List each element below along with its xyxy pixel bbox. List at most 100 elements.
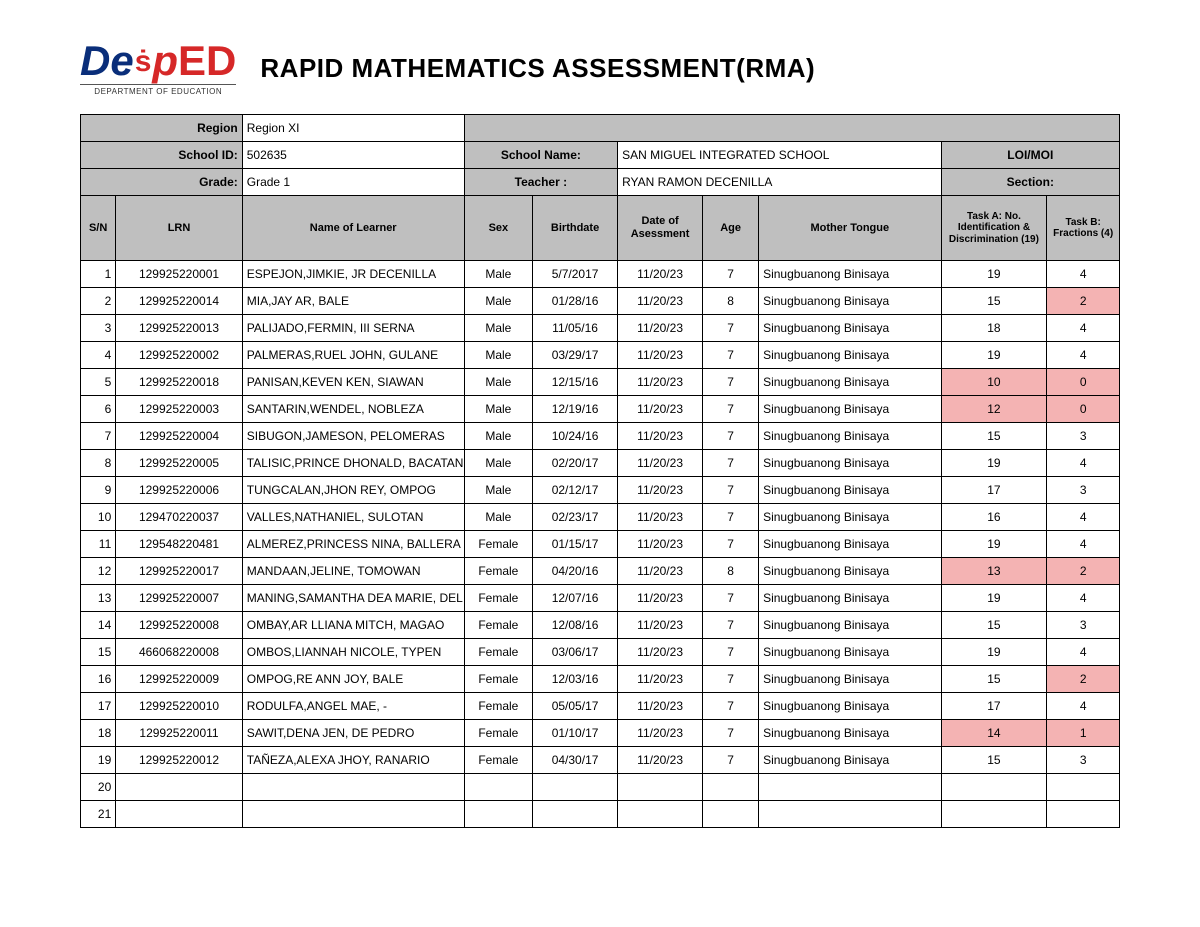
col-age: Age <box>703 196 759 261</box>
cell-sn: 14 <box>81 612 116 639</box>
region-value: Region XI <box>242 115 464 142</box>
cell-doa: 11/20/23 <box>618 531 703 558</box>
cell-age: 7 <box>703 747 759 774</box>
cell-lrn: 129925220010 <box>116 693 243 720</box>
section-label: Section: <box>941 169 1119 196</box>
cell-bd: 01/10/17 <box>533 720 618 747</box>
table-row: 3129925220013PALIJADO,FERMIN, III SERNAM… <box>81 315 1120 342</box>
cell-sex: Male <box>464 396 532 423</box>
cell-sex: Male <box>464 423 532 450</box>
cell-a: 19 <box>941 261 1047 288</box>
cell-lrn: 129925220017 <box>116 558 243 585</box>
cell-lrn: 129925220011 <box>116 720 243 747</box>
cell-age: 7 <box>703 693 759 720</box>
cell-a: 15 <box>941 666 1047 693</box>
cell-bd: 01/28/16 <box>533 288 618 315</box>
cell-lrn: 129925220005 <box>116 450 243 477</box>
table-row: 9129925220006TUNGCALAN,JHON REY, OMPOGMa… <box>81 477 1120 504</box>
col-sn: S/N <box>81 196 116 261</box>
cell-age: 7 <box>703 504 759 531</box>
cell-name: TAÑEZA,ALEXA JHOY, RANARIO <box>242 747 464 774</box>
logo-subtext: DEPARTMENT OF EDUCATION <box>80 84 236 96</box>
col-doa: Date of Asessment <box>618 196 703 261</box>
cell-sex: Male <box>464 288 532 315</box>
table-row: 12129925220017MANDAAN,JELINE, TOMOWANFem… <box>81 558 1120 585</box>
cell-bd <box>533 801 618 828</box>
cell-doa: 11/20/23 <box>618 477 703 504</box>
cell-lrn <box>116 774 243 801</box>
cell-lrn: 129925220003 <box>116 396 243 423</box>
cell-sn: 8 <box>81 450 116 477</box>
schoolid-value: 502635 <box>242 142 464 169</box>
table-row: 18129925220011SAWIT,DENA JEN, DE PEDROFe… <box>81 720 1120 747</box>
cell-lrn: 129548220481 <box>116 531 243 558</box>
cell-b: 4 <box>1047 261 1120 288</box>
cell-mt: Sinugbuanong Binisaya <box>759 693 941 720</box>
col-sex: Sex <box>464 196 532 261</box>
page-title: RAPID MATHEMATICS ASSESSMENT(RMA) <box>260 53 815 84</box>
table-row: 4129925220002PALMERAS,RUEL JOHN, GULANEM… <box>81 342 1120 369</box>
col-task-a: Task A: No. Identification & Discriminat… <box>941 196 1047 261</box>
cell-name: ESPEJON,JIMKIE, JR DECENILLA <box>242 261 464 288</box>
table-row: 16129925220009OMPOG,RE ANN JOY, BALEFema… <box>81 666 1120 693</box>
cell-sex: Female <box>464 531 532 558</box>
cell-a: 16 <box>941 504 1047 531</box>
cell-b: 4 <box>1047 504 1120 531</box>
cell-lrn: 129925220004 <box>116 423 243 450</box>
grade-value: Grade 1 <box>242 169 464 196</box>
cell-mt: Sinugbuanong Binisaya <box>759 396 941 423</box>
cell-sn: 11 <box>81 531 116 558</box>
table-row: 17129925220010RODULFA,ANGEL MAE, -Female… <box>81 693 1120 720</box>
cell-name: MANING,SAMANTHA DEA MARIE, DEL <box>242 585 464 612</box>
table-row: 20 <box>81 774 1120 801</box>
cell-bd: 10/24/16 <box>533 423 618 450</box>
cell-lrn: 129925220012 <box>116 747 243 774</box>
cell-bd: 12/19/16 <box>533 396 618 423</box>
cell-a: 15 <box>941 612 1047 639</box>
cell-name: SIBUGON,JAMESON, PELOMERAS <box>242 423 464 450</box>
cell-b: 4 <box>1047 693 1120 720</box>
cell-age: 7 <box>703 477 759 504</box>
cell-name: PALIJADO,FERMIN, III SERNA <box>242 315 464 342</box>
cell-b: 0 <box>1047 369 1120 396</box>
cell-age: 7 <box>703 612 759 639</box>
cell-doa: 11/20/23 <box>618 639 703 666</box>
cell-name: OMBOS,LIANNAH NICOLE, TYPEN <box>242 639 464 666</box>
cell-age: 7 <box>703 315 759 342</box>
cell-age: 7 <box>703 423 759 450</box>
cell-mt: Sinugbuanong Binisaya <box>759 423 941 450</box>
cell-name: RODULFA,ANGEL MAE, - <box>242 693 464 720</box>
cell-bd: 02/20/17 <box>533 450 618 477</box>
region-label: Region <box>81 115 243 142</box>
table-row: 2129925220014MIA,JAY AR, BALEMale01/28/1… <box>81 288 1120 315</box>
cell-mt: Sinugbuanong Binisaya <box>759 531 941 558</box>
cell-b: 2 <box>1047 558 1120 585</box>
cell-sn: 10 <box>81 504 116 531</box>
cell-mt: Sinugbuanong Binisaya <box>759 720 941 747</box>
cell-doa: 11/20/23 <box>618 342 703 369</box>
cell-mt: Sinugbuanong Binisaya <box>759 558 941 585</box>
cell-bd: 12/08/16 <box>533 612 618 639</box>
cell-b: 1 <box>1047 720 1120 747</box>
cell-bd: 03/06/17 <box>533 639 618 666</box>
cell-mt <box>759 801 941 828</box>
cell-a: 15 <box>941 288 1047 315</box>
meta-row-school: School ID: 502635 School Name: SAN MIGUE… <box>81 142 1120 169</box>
table-row: 15466068220008OMBOS,LIANNAH NICOLE, TYPE… <box>81 639 1120 666</box>
cell-sn: 1 <box>81 261 116 288</box>
cell-b: 4 <box>1047 450 1120 477</box>
cell-mt: Sinugbuanong Binisaya <box>759 504 941 531</box>
cell-age: 7 <box>703 450 759 477</box>
cell-lrn: 466068220008 <box>116 639 243 666</box>
cell-age <box>703 774 759 801</box>
flame-icon: ṡ <box>135 47 152 77</box>
cell-lrn: 129925220008 <box>116 612 243 639</box>
table-row: 21 <box>81 801 1120 828</box>
cell-mt: Sinugbuanong Binisaya <box>759 342 941 369</box>
cell-bd: 02/12/17 <box>533 477 618 504</box>
cell-sex: Female <box>464 747 532 774</box>
cell-sn: 4 <box>81 342 116 369</box>
cell-sn: 5 <box>81 369 116 396</box>
cell-name: OMBAY,AR LLIANA MITCH, MAGAO <box>242 612 464 639</box>
cell-mt: Sinugbuanong Binisaya <box>759 369 941 396</box>
